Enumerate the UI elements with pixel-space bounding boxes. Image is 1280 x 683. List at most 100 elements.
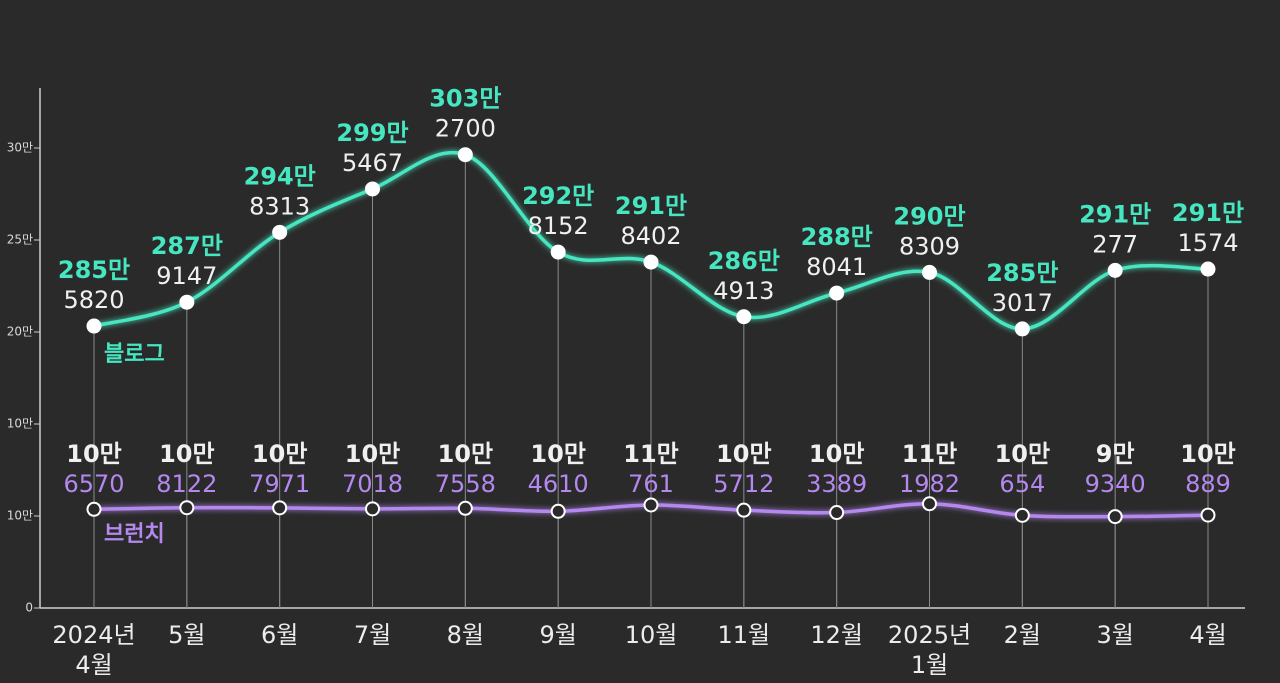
y-tick-label: 20만 <box>7 325 33 339</box>
value-label: 10만 <box>995 440 1050 468</box>
value-label: 8309 <box>899 232 960 260</box>
value-label: 1574 <box>1177 229 1238 257</box>
value-label: 10만 <box>716 440 771 468</box>
point <box>457 500 473 516</box>
value-label: 285만 <box>986 259 1058 287</box>
point <box>457 147 473 163</box>
value-label: 889 <box>1185 470 1231 498</box>
x-tick-label: 8월 <box>447 621 484 649</box>
point <box>1200 261 1216 277</box>
y-tick-label: 10만 <box>7 417 33 431</box>
point <box>1107 509 1123 525</box>
value-label: 287만 <box>151 232 223 260</box>
point <box>736 309 752 325</box>
x-tick-label: 9월 <box>539 621 576 649</box>
point <box>550 244 566 260</box>
point <box>179 294 195 310</box>
value-label: 7018 <box>342 470 403 498</box>
point <box>1107 262 1123 278</box>
point <box>86 501 102 517</box>
value-label: 291만 <box>615 192 687 220</box>
point <box>829 285 845 301</box>
value-label: 303만 <box>429 85 501 113</box>
value-label: 299만 <box>336 119 408 147</box>
point <box>179 500 195 516</box>
point <box>643 497 659 513</box>
value-label: 5820 <box>63 286 124 314</box>
x-tick-label: 4월 <box>1189 621 1226 649</box>
value-label: 7558 <box>435 470 496 498</box>
value-label: 7971 <box>249 470 310 498</box>
value-label: 8122 <box>156 470 217 498</box>
x-tick-label: 11월 <box>718 621 771 649</box>
value-label: 4610 <box>528 470 589 498</box>
value-label: 8041 <box>806 253 867 281</box>
x-tick-line: 2025년 <box>888 621 971 649</box>
point <box>1014 507 1030 523</box>
value-label: 9147 <box>156 262 217 290</box>
value-label: 11만 <box>623 440 678 468</box>
value-label: 294만 <box>244 162 316 190</box>
x-tick-label: 2월 <box>1004 621 1041 649</box>
value-label: 292만 <box>522 182 594 210</box>
value-label: 10만 <box>438 440 493 468</box>
point <box>1200 507 1216 523</box>
point <box>1014 321 1030 337</box>
value-label: 285만 <box>58 256 130 284</box>
y-tick-label: 10만 <box>7 509 33 523</box>
series-name: 브런치 <box>104 522 165 547</box>
value-label: 10만 <box>1180 440 1235 468</box>
point <box>736 502 752 518</box>
value-label: 6570 <box>63 470 124 498</box>
point <box>922 496 937 512</box>
value-label: 9만 <box>1096 440 1135 468</box>
x-tick-label: 10월 <box>625 621 678 649</box>
point <box>643 254 659 270</box>
point <box>365 501 380 517</box>
x-tick-label: 5월 <box>168 621 205 649</box>
point <box>86 318 102 334</box>
x-tick-label: 12월 <box>810 621 863 649</box>
point <box>272 500 288 516</box>
point <box>365 181 380 197</box>
value-label: 3389 <box>806 470 867 498</box>
value-label: 10만 <box>159 440 214 468</box>
value-label: 10만 <box>66 440 121 468</box>
value-label: 290만 <box>893 202 965 230</box>
value-label: 3017 <box>992 289 1053 317</box>
value-label: 5712 <box>713 470 774 498</box>
value-label: 10만 <box>530 440 585 468</box>
value-label: 8152 <box>528 212 589 240</box>
x-tick-label: 2025년 1월 <box>888 621 971 679</box>
x-tick-label: 7월 <box>354 621 391 649</box>
value-label: 4913 <box>713 277 774 305</box>
value-label: 8313 <box>249 192 310 220</box>
series-name: 블로그 <box>104 342 165 367</box>
point <box>829 505 845 521</box>
x-tick-label: 6월 <box>261 621 298 649</box>
point <box>922 264 937 280</box>
value-label: 10만 <box>809 440 864 468</box>
point <box>272 224 288 240</box>
point <box>550 503 566 519</box>
value-label: 654 <box>999 470 1045 498</box>
x-tick-line: 1월 <box>911 651 948 679</box>
value-label: 286만 <box>708 247 780 275</box>
x-tick-line: 2024년 <box>52 621 135 649</box>
value-label: 8402 <box>620 222 681 250</box>
value-label: 291만 <box>1079 200 1151 228</box>
y-tick-label: 25만 <box>7 233 33 247</box>
value-label: 9340 <box>1085 470 1146 498</box>
value-label: 2700 <box>435 115 496 143</box>
y-tick-label: 30만 <box>7 141 33 155</box>
value-label: 10만 <box>345 440 400 468</box>
value-label: 10만 <box>252 440 307 468</box>
value-label: 761 <box>628 470 674 498</box>
value-label: 5467 <box>342 149 403 177</box>
y-tick-label: 0 <box>25 601 33 615</box>
value-label: 1982 <box>899 470 960 498</box>
x-tick-line: 4월 <box>75 651 112 679</box>
value-label: 11만 <box>902 440 957 468</box>
